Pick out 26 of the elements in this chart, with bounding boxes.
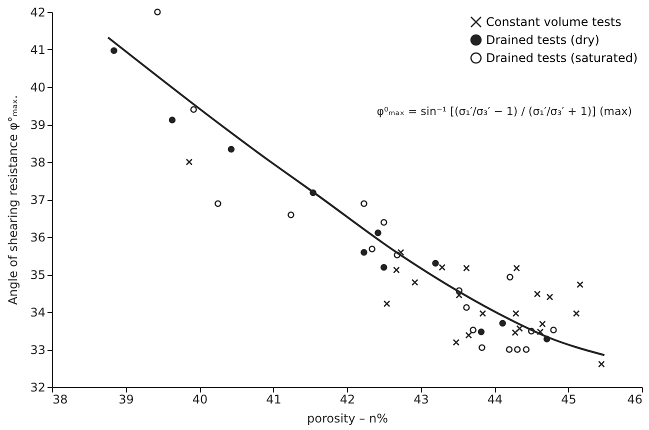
y-axis-title: Angle of shearing resistance φ°ₘₐₓ. <box>6 95 20 305</box>
x-tick-label: 41 <box>266 392 282 406</box>
y-tick-label: 36 <box>30 230 46 244</box>
x-tick-label: 40 <box>192 392 208 406</box>
y-tick-label: 33 <box>30 343 46 357</box>
x-tick-label: 43 <box>414 392 429 406</box>
y-tick-label: 39 <box>30 118 46 132</box>
legend-label: Drained tests (dry) <box>486 33 600 47</box>
y-tick-label: 32 <box>30 380 46 394</box>
x-tick-label: 38 <box>52 392 68 406</box>
annotation: φ⁰ₘₐₓ = sin⁻¹ [(σ₁′/σ₃′ − 1) / (σ₁′/σ₃′ + 1)] (max) <box>376 105 632 118</box>
y-tick-label: 41 <box>30 43 46 57</box>
y-tick-label: 40 <box>30 80 46 94</box>
x-axis-title: porosity – n% <box>307 412 388 426</box>
legend-label: Constant volume tests <box>486 15 622 29</box>
x-tick-label: 42 <box>340 392 356 406</box>
y-tick-label: 38 <box>30 156 46 170</box>
x-tick-label: 46 <box>627 392 642 406</box>
x-tick-label: 45 <box>561 392 576 406</box>
x-tick-label: 39 <box>118 392 134 406</box>
legend-label: Drained tests (saturated) <box>486 51 638 65</box>
y-tick-label: 34 <box>30 306 46 320</box>
x-tick-label: 44 <box>487 392 503 406</box>
y-tick-label: 35 <box>30 268 46 282</box>
y-tick-label: 37 <box>30 193 46 207</box>
y-tick-label: 42 <box>30 6 46 20</box>
